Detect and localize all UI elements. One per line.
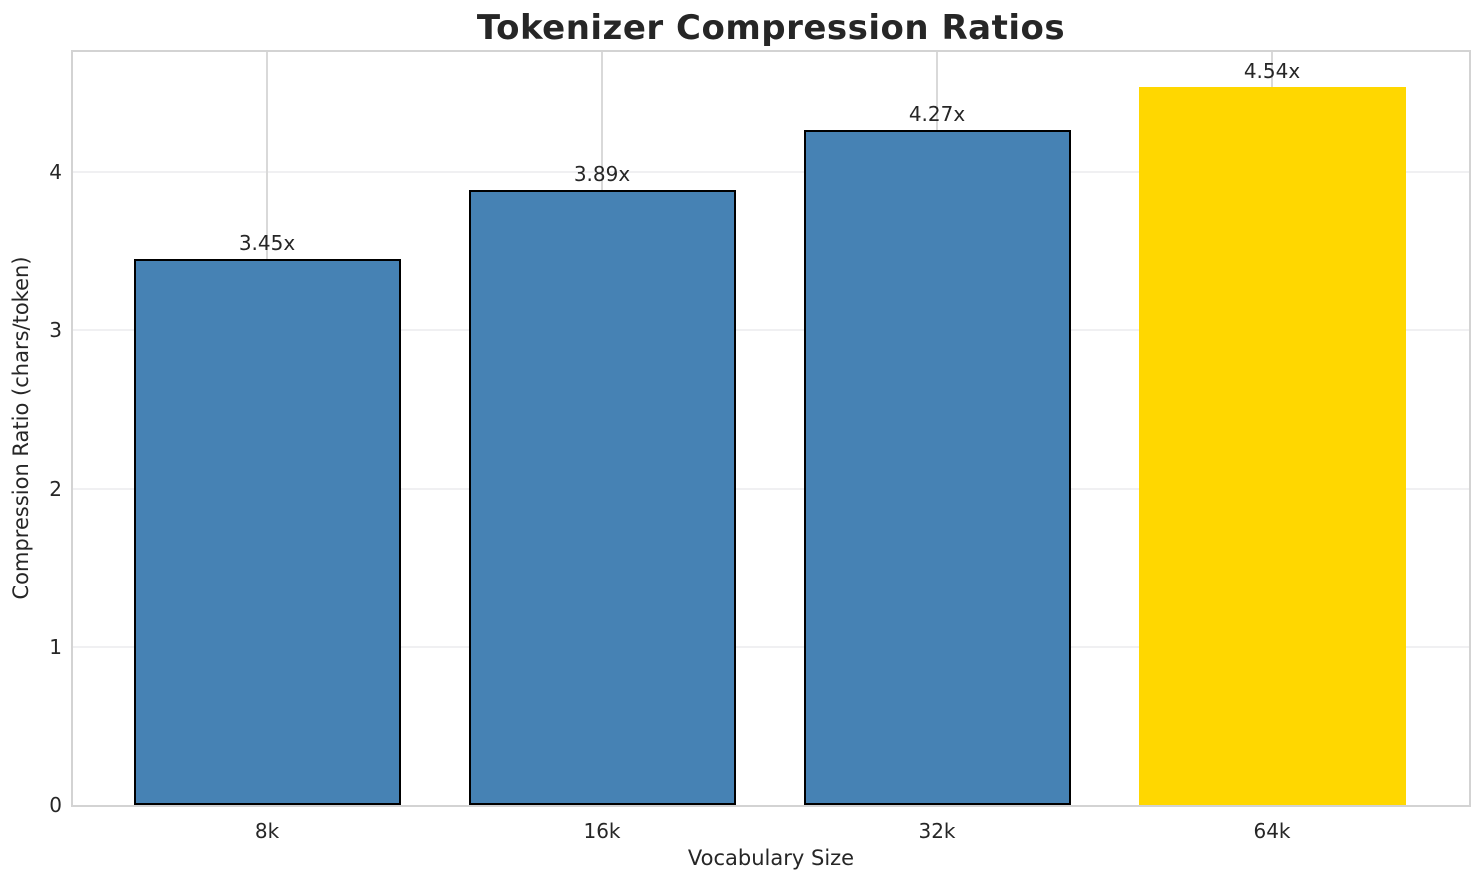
x-tick-label-64k: 64k [1253, 819, 1291, 843]
horizontal-gridline [73, 645, 1469, 648]
y-tick-label: 4 [49, 160, 62, 185]
bar-value-label: 3.45x [238, 231, 296, 256]
y-tick-label: 1 [49, 634, 62, 659]
bar-value-label: 4.54x [1243, 58, 1301, 83]
chart-title: Tokenizer Compression Ratios [476, 8, 1066, 48]
x-tick-label-32k: 32k [918, 819, 956, 843]
bar-64k [1138, 86, 1406, 805]
y-tick-label: 3 [49, 318, 62, 343]
bar-8k [133, 259, 401, 805]
bar-value-label: 3.89x [573, 161, 631, 186]
horizontal-gridline [73, 487, 1469, 490]
horizontal-gridline [73, 171, 1469, 174]
y-tick-label: 2 [49, 476, 62, 501]
horizontal-gridline [73, 329, 1469, 332]
y-tick-label: 0 [49, 793, 62, 817]
x-tick-label-8k: 8k [254, 819, 280, 843]
x-tick-label-16k: 16k [583, 819, 621, 843]
bar-value-label: 4.27x [908, 101, 966, 126]
x-axis-label: Vocabulary Size [687, 846, 855, 870]
bar-16k [468, 189, 736, 805]
plot-area: 3.45x 3.89x 4.27x 4.54x [71, 50, 1471, 807]
bar-32k [803, 129, 1071, 805]
y-axis-label: Compression Ratio (chars/token) [9, 256, 33, 600]
